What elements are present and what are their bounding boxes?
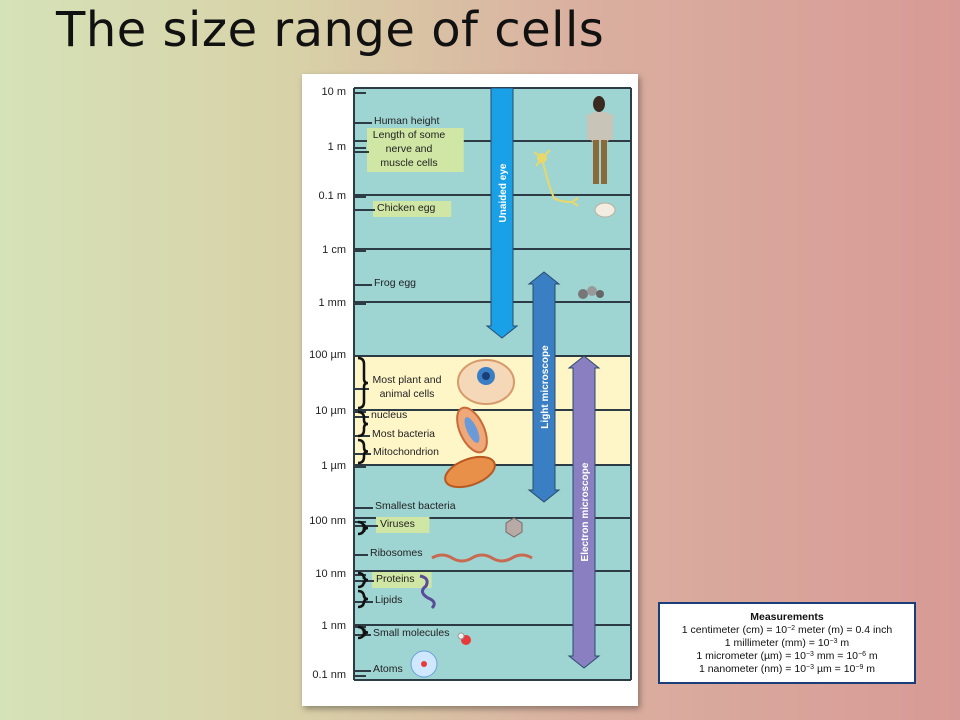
scale-label: 1 nm (322, 620, 346, 632)
range-bracket (357, 410, 369, 438)
microscope-range-label: Electron microscope (580, 462, 591, 561)
scale-label: 100 nm (309, 515, 346, 527)
item-labels: Human height Length of some nerve and muscl… (354, 115, 464, 675)
small-molecule-illustration (457, 632, 471, 645)
illustrations (410, 96, 616, 678)
measurement-cm: 1 centimeter (cm) = 10−2 meter (m) = 0.4… (681, 624, 893, 636)
range-bracket (357, 589, 369, 609)
microscope-ranges: Unaided eye Light microscope Electron micr… (485, 87, 601, 669)
scale-label: 0.1 nm (312, 669, 346, 681)
measurement-mm: 1 millimeter (mm) = 10−3 m (724, 637, 850, 649)
scale-labels: 10 m 1 m 0.1 m 1 cm 1 mm 100 µm 10 µm 1 µm 100 n… (309, 86, 346, 681)
scale-label: 100 µm (309, 349, 346, 361)
measurements-box: Measurements 1 centimeter (cm) = 10−2 me… (658, 602, 916, 684)
frog-egg-illustration (578, 286, 604, 299)
item-label: Viruses (380, 518, 415, 530)
item-label: Lipids (375, 594, 402, 606)
scale-label: 1 cm (322, 244, 346, 256)
item-label: Atoms (373, 663, 403, 675)
scale-label: 10 µm (315, 405, 346, 417)
item-label: Frog egg (374, 277, 416, 289)
item-label: Chicken egg (377, 202, 436, 214)
brackets (357, 356, 369, 640)
item-label: nucleus (371, 409, 407, 421)
range-bracket (357, 356, 369, 410)
scale-label: 10 nm (315, 568, 346, 580)
atom-illustration (410, 650, 438, 678)
scale-label: 1 µm (321, 460, 346, 472)
range-bracket (357, 438, 369, 465)
item-label: Most plant and animal cells (373, 374, 442, 400)
item-label: Small molecules (373, 627, 449, 639)
range-bracket (357, 520, 369, 536)
item-label: Ribosomes (370, 547, 423, 559)
item-highlight (372, 572, 432, 588)
nerve-cell-illustration (533, 149, 579, 207)
slide-title: The size range of cells (56, 2, 605, 58)
range-bracket (357, 571, 369, 589)
bacterium-illustration (456, 406, 488, 454)
scale-label: 1 m (328, 141, 346, 153)
ribosome-illustration (431, 553, 533, 563)
scale-label: 1 mm (319, 297, 347, 309)
mitochondrion-illustration (444, 455, 496, 489)
item-highlight (367, 128, 464, 172)
microscope-range-label: Light microscope (540, 345, 551, 429)
item-label: Length of some nerve and muscle cells (373, 129, 446, 169)
human-illustration (587, 96, 613, 184)
item-label: Most bacteria (372, 428, 435, 440)
protein-illustration (419, 574, 436, 610)
microscope-range-label: Unaided eye (498, 163, 509, 222)
range-bracket (357, 625, 369, 640)
microscope-range-arrow (567, 355, 601, 669)
microscope-range-arrow (527, 271, 561, 503)
chicken-egg-illustration (594, 202, 616, 218)
item-highlight (376, 517, 430, 533)
measurement-nm: 1 nanometer (nm) = 10−3 µm = 10−9 m (698, 663, 876, 675)
item-label: Smallest bacteria (375, 500, 456, 512)
scale-label: 10 m (322, 86, 346, 98)
scale-label: 0.1 m (318, 190, 346, 202)
item-label: Proteins (376, 573, 415, 585)
measurements-heading: Measurements (750, 611, 824, 623)
virus-illustration (505, 517, 523, 538)
size-scale-svg: 10 m 1 m 0.1 m 1 cm 1 mm 100 µm 10 µm 1 µm 100 n… (309, 86, 632, 681)
item-highlight (373, 201, 452, 217)
microscope-range-arrow (485, 87, 519, 339)
size-scale-diagram: 10 m 1 m 0.1 m 1 cm 1 mm 100 µm 10 µm 1 µm 100 n… (302, 74, 638, 706)
item-label: Human height (374, 115, 439, 127)
item-label: Mitochondrion (373, 446, 439, 458)
animal-cell-illustration (457, 359, 515, 405)
measurement-um: 1 micrometer (µm) = 10−3 mm = 10−6 m (696, 650, 878, 662)
